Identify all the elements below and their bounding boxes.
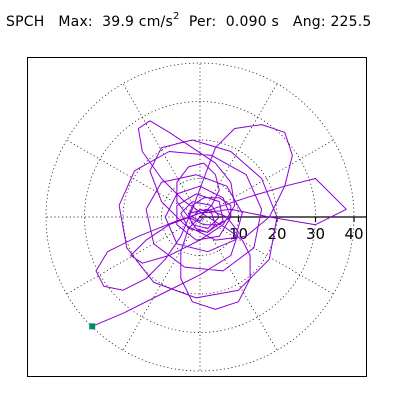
- spoke-30: [199, 139, 334, 218]
- peak-marker-group: [89, 323, 96, 330]
- plot-frame: 10 20 30 40: [27, 57, 367, 377]
- orbit-trace: [92, 120, 347, 327]
- polar-plot: 10 20 30 40: [45, 62, 366, 372]
- spoke-120: [122, 83, 201, 218]
- per-value: 0.090 s: [225, 14, 279, 30]
- per-label: Per:: [188, 14, 217, 30]
- ang-value: 225.5: [330, 14, 372, 30]
- spoke-330: [199, 216, 334, 295]
- spoke-60: [199, 83, 278, 218]
- tick-label-20: 20: [267, 225, 286, 243]
- chart-header: SPCH Max: 39.9 cm/s2 Per: 0.090 s Ang: 2…: [6, 11, 372, 31]
- spoke-240: [122, 216, 201, 351]
- tick-label-40: 40: [344, 225, 363, 243]
- max-value: 39.9 cm/s: [102, 14, 173, 30]
- spoke-300: [199, 216, 278, 351]
- tick-label-10: 10: [229, 225, 248, 243]
- max-exponent: 2: [172, 11, 180, 22]
- ang-label: Ang:: [292, 14, 326, 30]
- trace-group: [92, 120, 347, 327]
- tick-labels: 10 20 30 40: [229, 225, 364, 243]
- tick-label-30: 30: [306, 225, 325, 243]
- component-label: SPCH: [6, 14, 45, 30]
- peak-marker: [89, 323, 96, 330]
- max-label: Max:: [58, 14, 93, 30]
- spoke-150: [66, 139, 201, 218]
